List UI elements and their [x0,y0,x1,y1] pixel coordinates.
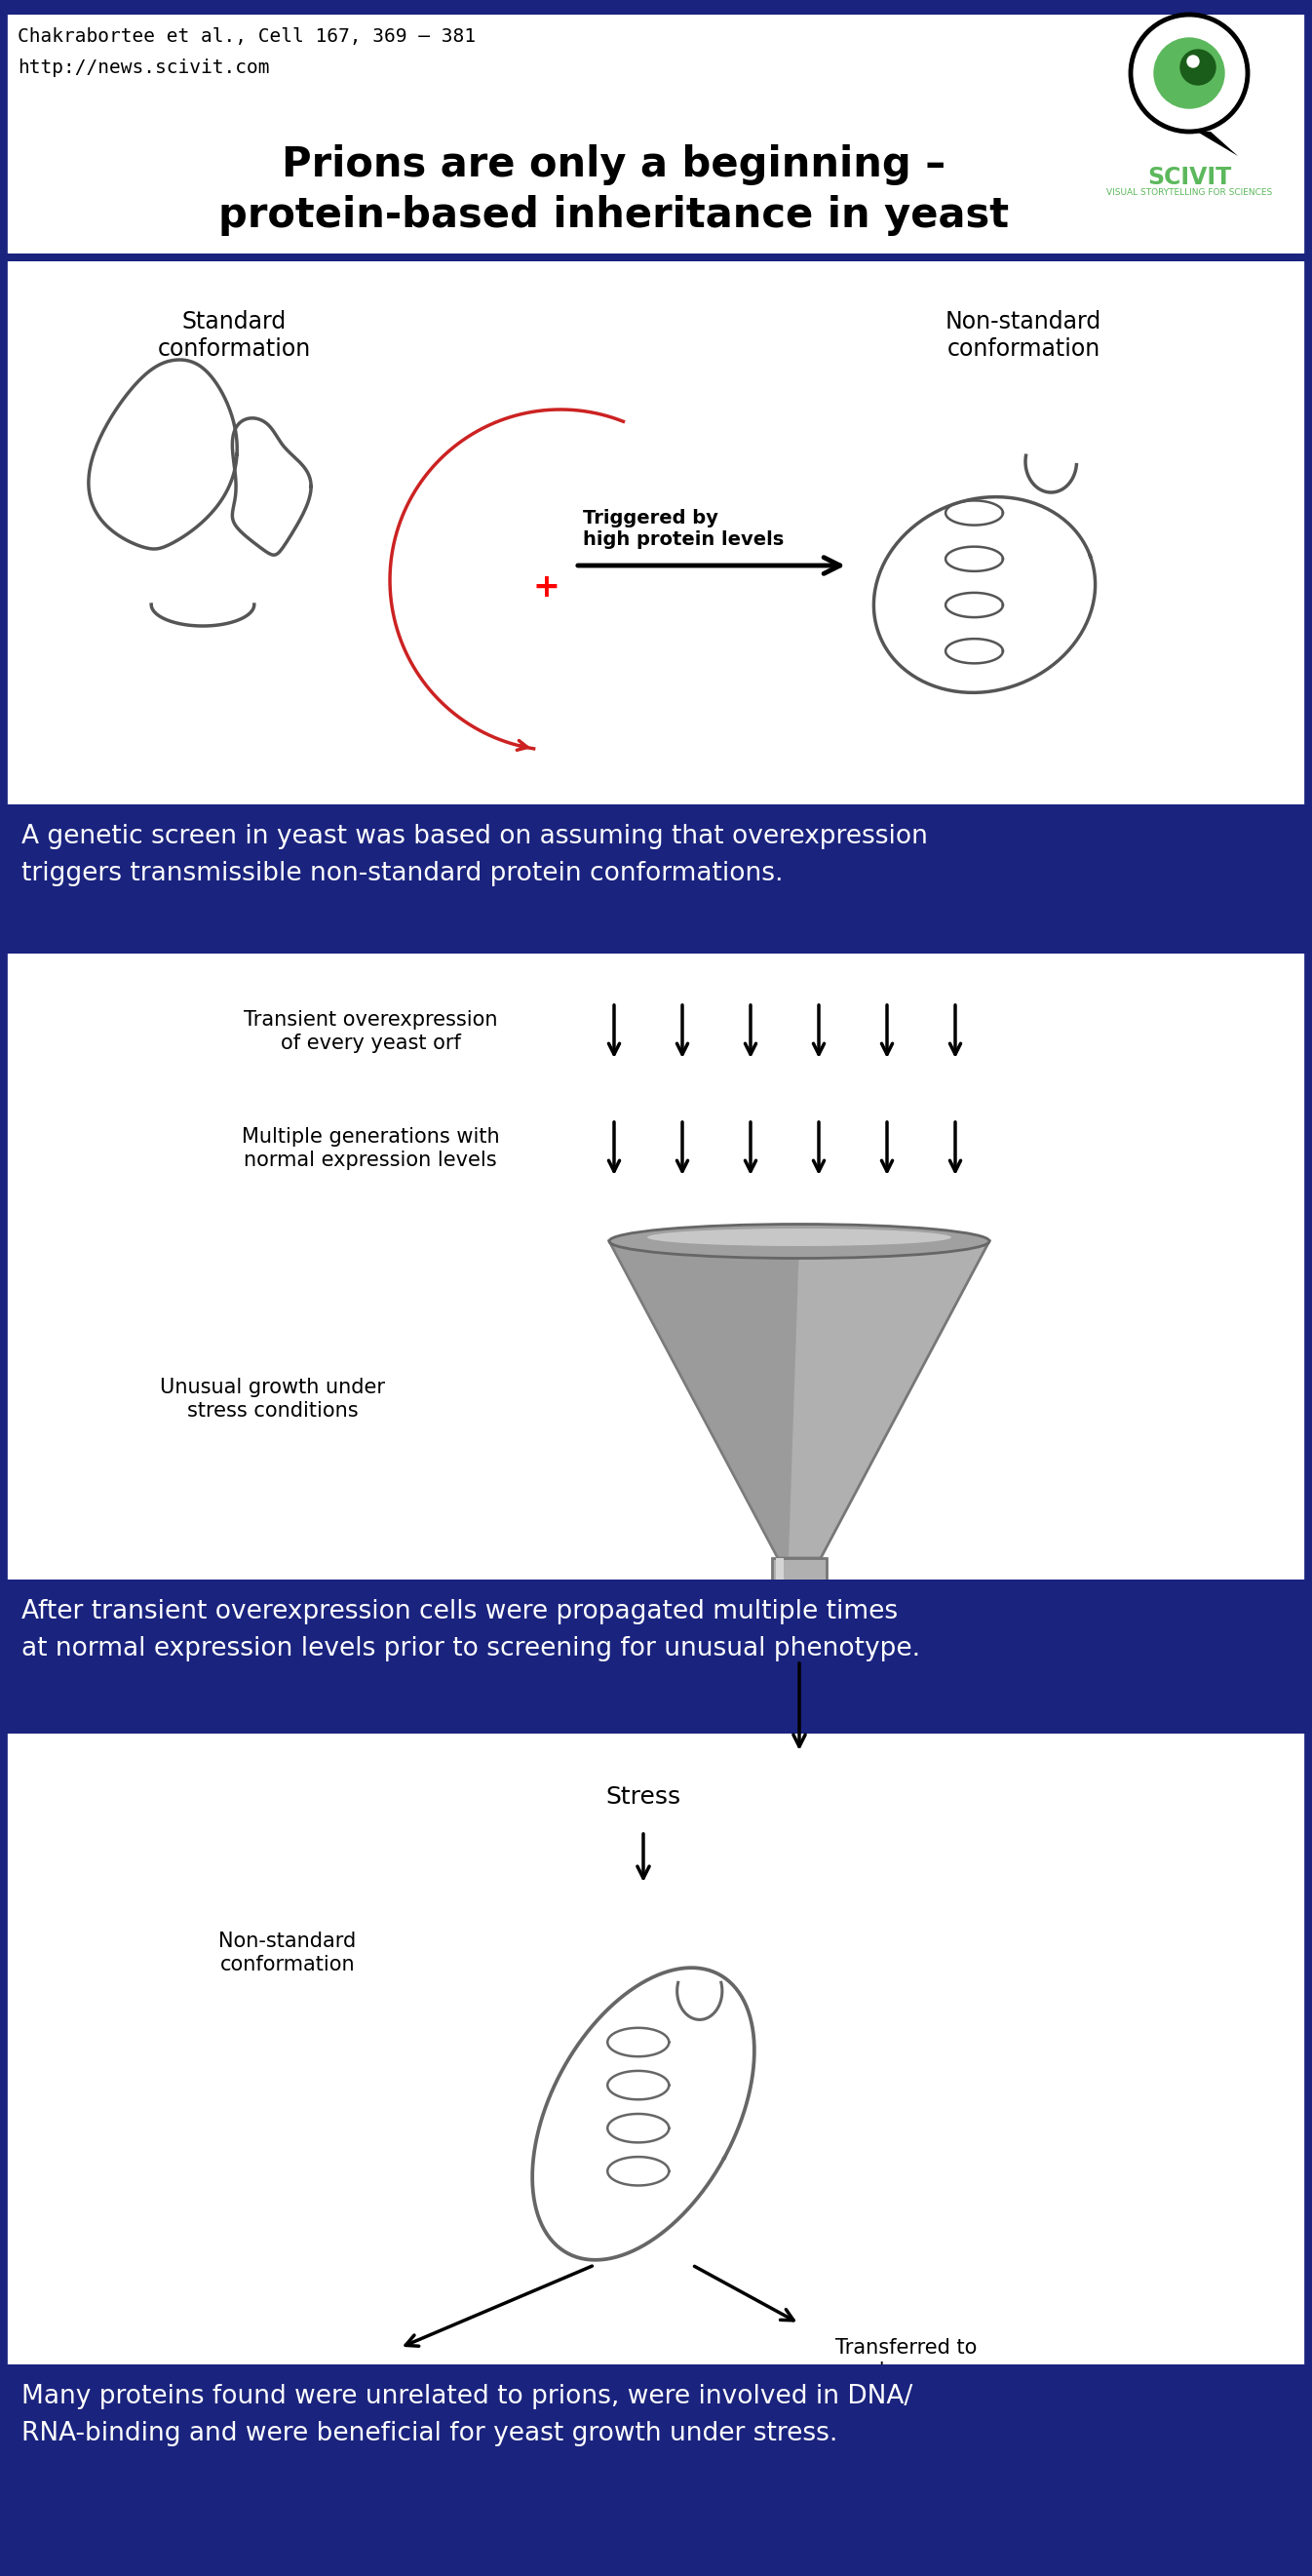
Text: Multiple generations with
normal expression levels: Multiple generations with normal express… [241,1128,500,1170]
Text: Transferred to
most progeny
(Non-Mendelian
inheritance): Transferred to most progeny (Non-Mendeli… [827,2339,987,2427]
Polygon shape [609,1242,799,1558]
Bar [3,804,1309,945]
Text: A genetic screen in yeast was based on assuming that overexpression
triggers tra: A genetic screen in yeast was based on a… [21,824,928,886]
Bar [3,2517,1309,2573]
Text: protein-based inheritance in yeast: protein-based inheritance in yeast [219,196,1009,237]
Bar [3,252,1309,260]
Text: Beneficial
under stress: Beneficial under stress [278,2375,404,2419]
Circle shape [1155,39,1224,108]
Bar [3,945,1309,953]
Text: Prions are only a beginning –: Prions are only a beginning – [282,144,946,185]
Bar [3,260,1309,945]
Bar [3,1579,1309,1726]
Text: +: + [533,572,559,603]
Polygon shape [609,1242,989,1558]
Polygon shape [1197,131,1239,157]
Text: http://news.scivit.com: http://news.scivit.com [17,59,269,77]
Circle shape [1181,49,1215,85]
Text: Candidate proteins with
transmissible conformations: Candidate proteins with transmissible co… [276,1692,563,1736]
Ellipse shape [609,1224,989,1257]
Bar [775,1558,783,1656]
Text: SCIVIT: SCIVIT [1147,165,1231,188]
Ellipse shape [647,1229,951,1247]
Text: Chakrabortee et al., Cell 167, 369 – 381: Chakrabortee et al., Cell 167, 369 – 381 [17,28,476,46]
Text: Unusual growth under
stress conditions: Unusual growth under stress conditions [160,1378,386,1419]
Text: Many proteins found were unrelated to prions, were involved in DNA/
RNA-binding : Many proteins found were unrelated to pr… [21,2383,913,2447]
Circle shape [1187,57,1199,67]
Bar [3,1726,1309,1734]
Circle shape [1139,23,1240,124]
Bar [3,953,1309,1726]
Bar [3,3,1309,15]
Text: Triggered by
high protein levels: Triggered by high protein levels [583,510,785,549]
Text: Standard
conformation: Standard conformation [157,309,311,361]
Text: Non-standard
conformation: Non-standard conformation [219,1932,357,1973]
Bar [3,1734,1309,2517]
Text: Stress: Stress [606,1785,681,1808]
Text: VISUAL STORYTELLING FOR SCIENCES: VISUAL STORYTELLING FOR SCIENCES [1106,188,1273,196]
Text: Transient overexpression
of every yeast orf: Transient overexpression of every yeast … [244,1010,497,1054]
Bar [3,2365,1309,2517]
Bar [771,1558,827,1656]
Text: After transient overexpression cells were propagated multiple times
at normal ex: After transient overexpression cells wer… [21,1600,920,1662]
Text: Non-standard
conformation: Non-standard conformation [946,309,1102,361]
